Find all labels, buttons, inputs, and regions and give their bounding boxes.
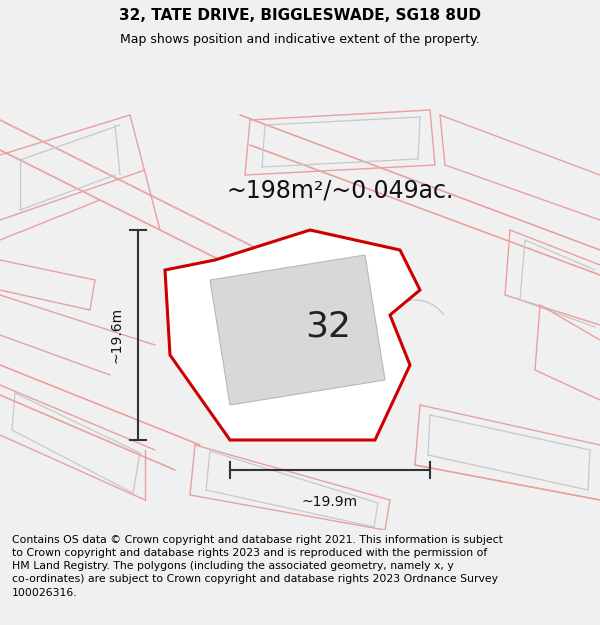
Text: Contains OS data © Crown copyright and database right 2021. This information is : Contains OS data © Crown copyright and d… [12,535,503,598]
Polygon shape [165,230,420,440]
Text: ~19.9m: ~19.9m [302,495,358,509]
Text: ~198m²/~0.049ac.: ~198m²/~0.049ac. [226,178,454,202]
Text: 32: 32 [305,309,352,344]
Polygon shape [210,255,385,405]
Text: 32, TATE DRIVE, BIGGLESWADE, SG18 8UD: 32, TATE DRIVE, BIGGLESWADE, SG18 8UD [119,8,481,23]
Text: ~19.6m: ~19.6m [109,307,123,363]
Text: Map shows position and indicative extent of the property.: Map shows position and indicative extent… [120,33,480,46]
